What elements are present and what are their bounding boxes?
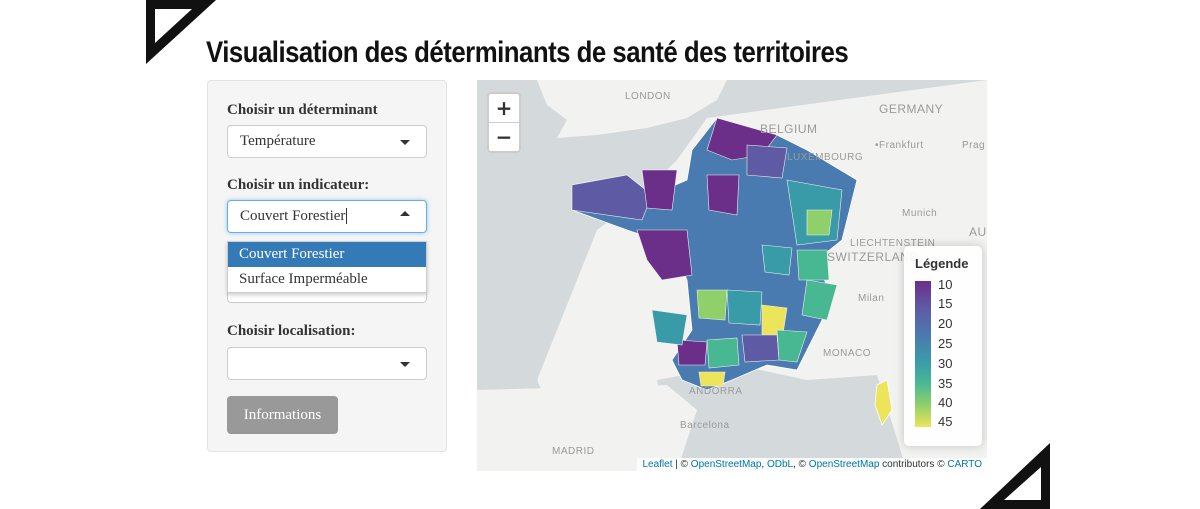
legend-tick: 25 — [931, 336, 952, 351]
page-title: Visualisation des déterminants de santé … — [206, 36, 849, 69]
localisation-select[interactable] — [227, 347, 427, 380]
map-label-munich: Munich — [902, 208, 938, 219]
legend-title: Légende — [915, 256, 969, 271]
attribution-text: contributors © — [879, 459, 948, 470]
map-basemap — [477, 80, 987, 471]
map-label-london: LONDON — [625, 91, 671, 102]
indicator-option-couvert-forestier[interactable]: Couvert Forestier — [228, 242, 426, 267]
uk-landmass — [537, 80, 727, 138]
map-attribution: Leaflet | © OpenStreetMap, ODbL, © OpenS… — [637, 458, 987, 471]
indicator-select[interactable]: Couvert Forestier — [227, 200, 427, 233]
map-label-germany: GERMANY — [879, 102, 944, 116]
mediterranean-sea — [657, 365, 907, 471]
attribution-text: , © — [793, 459, 809, 470]
map-container[interactable]: + − LONDON BELGIUM GERMANY •Frankfurt Pr… — [477, 80, 987, 471]
zoom-out-button[interactable]: − — [489, 122, 519, 151]
map-label-luxembourg: LUXEMBOURG — [787, 152, 864, 163]
map-legend: Légende 10 15 20 25 30 35 40 45 — [904, 246, 982, 446]
corner-decoration-top-left — [146, 0, 216, 64]
determinant-select[interactable]: Température — [227, 125, 427, 158]
openstreetmap-contributors-link[interactable]: OpenStreetMap — [808, 459, 880, 470]
odbl-link[interactable]: ODbL — [766, 459, 794, 470]
map-label-liechtenstein: LIECHTENSTEIN — [850, 238, 936, 249]
chevron-up-icon — [400, 211, 410, 216]
attribution-text: | © — [672, 459, 691, 470]
informations-button[interactable]: Informations — [227, 396, 338, 434]
chevron-down-icon — [400, 140, 410, 145]
map-label-madrid: MADRID — [552, 446, 595, 457]
legend-tick: 40 — [931, 395, 952, 410]
zoom-control: + − — [487, 92, 521, 153]
leaflet-link[interactable]: Leaflet — [642, 459, 673, 470]
legend-tick: 30 — [931, 356, 952, 371]
map-label-barcelona: Barcelona — [680, 420, 730, 431]
spain-landmass — [477, 385, 697, 471]
legend-color-scale — [915, 281, 931, 427]
corner-decoration-bottom-right — [980, 443, 1050, 509]
map-label-austria: AU — [969, 225, 987, 239]
legend-tick: 20 — [931, 316, 952, 331]
attribution-text: , — [761, 459, 767, 470]
indicator-select-value: Couvert Forestier — [240, 208, 346, 224]
zoom-in-button[interactable]: + — [495, 96, 513, 120]
legend-tick: 45 — [931, 414, 952, 429]
legend-tick: 10 — [931, 277, 952, 292]
indicator-label: Choisir un indicateur: — [227, 177, 370, 193]
map-label-andorra: ANDORRA — [689, 386, 743, 397]
determinant-label: Choisir un déterminant — [227, 102, 378, 118]
determinant-select-value: Température — [240, 133, 316, 149]
chevron-down-icon — [400, 362, 410, 367]
localisation-label: Choisir localisation: — [227, 323, 356, 339]
map-label-switzerland: SWITZERLAND — [827, 250, 919, 264]
map-label-monaco: MONACO — [823, 348, 871, 359]
carto-link[interactable]: CARTO — [947, 459, 982, 470]
map-label-frankfurt: •Frankfurt — [875, 140, 924, 151]
legend-tick: 35 — [931, 376, 952, 391]
map-label-milan: Milan — [858, 293, 885, 304]
corsica — [874, 379, 893, 426]
text-cursor — [346, 208, 348, 224]
legend-tick: 15 — [931, 296, 952, 311]
openstreetmap-link[interactable]: OpenStreetMap — [690, 459, 762, 470]
map-label-belgium: BELGIUM — [760, 122, 818, 136]
map-label-prag: Prag — [962, 140, 986, 151]
indicator-dropdown-menu: Couvert Forestier Surface Imperméable — [227, 241, 427, 293]
sidebar-panel: Choisir un déterminant Température Chois… — [207, 80, 447, 452]
indicator-option-surface-impermeable[interactable]: Surface Imperméable — [239, 271, 368, 287]
